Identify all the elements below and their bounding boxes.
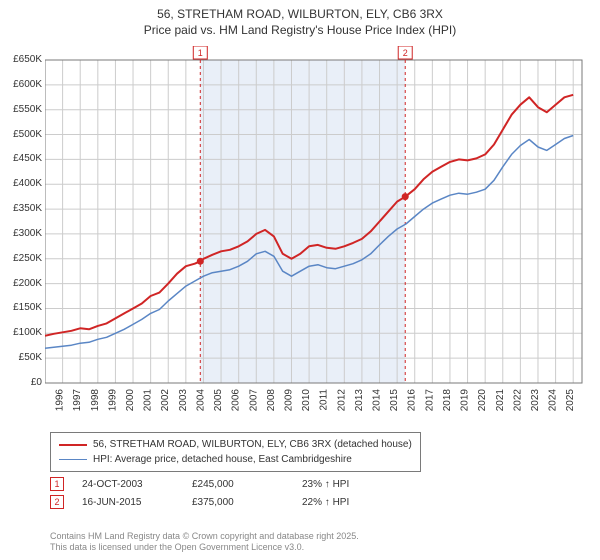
y-tick-label: £250K (13, 253, 42, 264)
event-marker-badge-label: 2 (403, 48, 408, 58)
x-tick-label: 2023 (530, 389, 541, 412)
x-tick-label: 2012 (336, 389, 347, 412)
x-tick-label: 2000 (125, 389, 136, 412)
chart-container: 56, STRETHAM ROAD, WILBURTON, ELY, CB6 3… (0, 0, 600, 560)
x-tick-label: 2024 (548, 389, 559, 412)
x-tick-label: 2007 (248, 389, 259, 412)
x-tick-label: 2002 (160, 389, 171, 412)
x-tick-label: 2020 (477, 389, 488, 412)
event-badge: 2 (50, 495, 64, 509)
title-line-1: 56, STRETHAM ROAD, WILBURTON, ELY, CB6 3… (0, 6, 600, 22)
x-tick-label: 2022 (512, 389, 523, 412)
x-tick-label: 2011 (319, 389, 330, 411)
legend-label: HPI: Average price, detached house, East… (93, 452, 352, 467)
x-tick-label: 2015 (389, 389, 400, 412)
event-date: 24-OCT-2003 (82, 475, 192, 493)
x-tick-label: 2009 (283, 389, 294, 412)
event-row: 1 24-OCT-2003 £245,000 23% ↑ HPI (50, 475, 357, 493)
legend-row: 56, STRETHAM ROAD, WILBURTON, ELY, CB6 3… (59, 437, 412, 452)
legend: 56, STRETHAM ROAD, WILBURTON, ELY, CB6 3… (50, 432, 421, 472)
y-tick-label: £100K (13, 327, 42, 338)
y-tick-label: £50K (19, 352, 42, 363)
chart-svg: 1995 1996 1997 1998 1999 2000 2001 2002 2003 2004… (45, 46, 590, 421)
x-tick-label: 1998 (90, 389, 101, 412)
legend-swatch-1 (59, 444, 87, 446)
y-tick-label: £500K (13, 129, 42, 140)
event-marker-badge-label: 1 (198, 48, 203, 58)
y-tick-label: £600K (13, 79, 42, 90)
event-badge: 1 (50, 477, 64, 491)
x-tick-label: 1997 (72, 389, 83, 412)
y-tick-label: £200K (13, 278, 42, 289)
footer-line: Contains HM Land Registry data © Crown c… (50, 531, 359, 543)
chart-area: 1995 1996 1997 1998 1999 2000 2001 2002 2003 2004… (45, 46, 590, 421)
x-tick-label: 2017 (424, 389, 435, 412)
y-tick-label: £150K (13, 302, 42, 313)
x-tick-label: 2019 (460, 389, 471, 412)
x-tick-label: 1995 (45, 389, 48, 412)
footer-line: This data is licensed under the Open Gov… (50, 542, 359, 554)
title-block: 56, STRETHAM ROAD, WILBURTON, ELY, CB6 3… (0, 0, 600, 38)
legend-swatch-2 (59, 459, 87, 460)
event-row: 2 16-JUN-2015 £375,000 22% ↑ HPI (50, 493, 357, 511)
x-tick-label: 2001 (143, 389, 154, 412)
event-price: £245,000 (192, 475, 302, 493)
x-tick-label: 2005 (213, 389, 224, 412)
y-tick-label: £0 (31, 377, 42, 388)
highlight-band (200, 60, 405, 383)
y-tick-label: £300K (13, 228, 42, 239)
x-tick-label: 1999 (107, 389, 118, 412)
y-tick-label: £350K (13, 203, 42, 214)
x-tick-label: 2025 (565, 389, 576, 412)
event-price: £375,000 (192, 493, 302, 511)
x-tick-label: 2006 (231, 389, 242, 412)
x-tick-label: 2010 (301, 389, 312, 412)
legend-row: HPI: Average price, detached house, East… (59, 452, 412, 467)
x-tick-label: 2003 (178, 389, 189, 412)
event-delta: 23% ↑ HPI (302, 475, 357, 493)
x-tick-label: 2018 (442, 389, 453, 412)
x-tick-label: 2013 (354, 389, 365, 412)
legend-label: 56, STRETHAM ROAD, WILBURTON, ELY, CB6 3… (93, 437, 412, 452)
y-tick-label: £550K (13, 104, 42, 115)
sale-marker (402, 193, 409, 200)
y-tick-label: £650K (13, 54, 42, 65)
sale-marker (197, 258, 204, 265)
x-tick-label: 2021 (495, 389, 506, 412)
event-date: 16-JUN-2015 (82, 493, 192, 511)
x-tick-label: 2016 (407, 389, 418, 412)
x-tick-label: 2004 (195, 389, 206, 412)
x-tick-label: 2014 (372, 389, 383, 412)
event-delta: 22% ↑ HPI (302, 493, 357, 511)
footer: Contains HM Land Registry data © Crown c… (50, 531, 359, 554)
x-tick-label: 1996 (55, 389, 66, 412)
events-table: 1 24-OCT-2003 £245,000 23% ↑ HPI 2 16-JU… (50, 475, 357, 511)
title-line-2: Price paid vs. HM Land Registry's House … (0, 22, 600, 38)
y-tick-label: £450K (13, 153, 42, 164)
y-tick-label: £400K (13, 178, 42, 189)
x-tick-label: 2008 (266, 389, 277, 412)
